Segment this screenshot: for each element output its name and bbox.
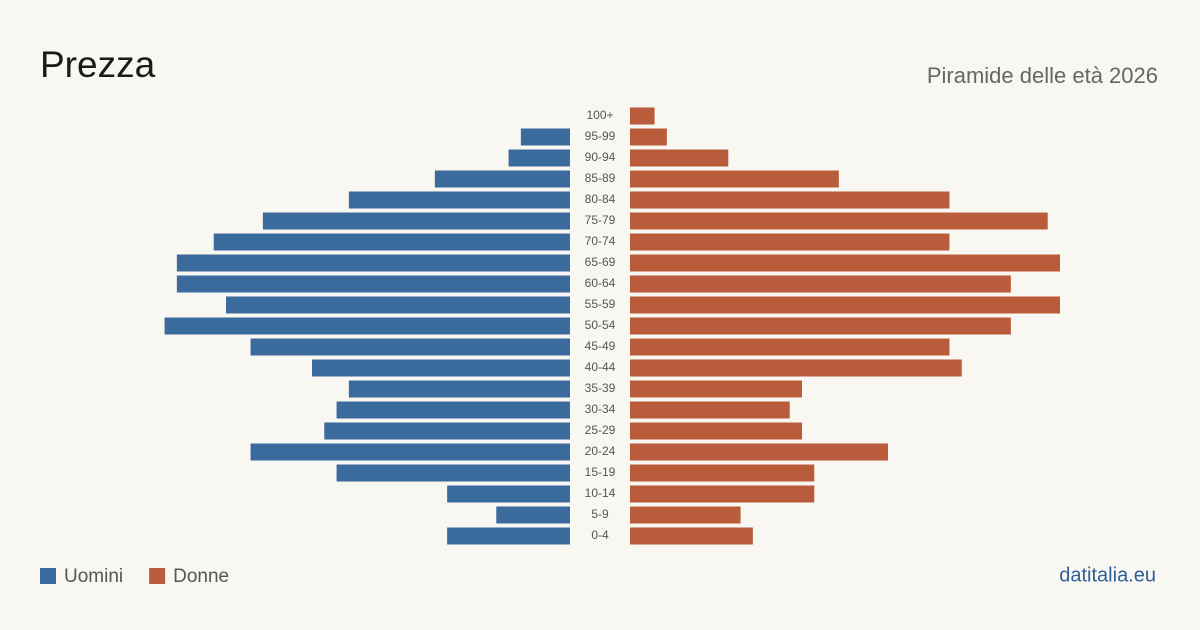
bar <box>630 170 839 188</box>
bar <box>447 527 570 545</box>
bar <box>630 254 1060 272</box>
bar <box>630 296 1060 314</box>
bar <box>630 317 1011 335</box>
bar <box>630 212 1048 230</box>
age-label: 55-59 <box>585 297 616 311</box>
age-label: 20-24 <box>585 444 616 458</box>
age-label: 95-99 <box>585 129 616 143</box>
bar <box>520 128 570 146</box>
bar <box>324 422 570 440</box>
age-label: 90-94 <box>585 150 616 164</box>
bar <box>630 422 802 440</box>
bar <box>164 317 571 335</box>
age-label: 40-44 <box>585 360 616 374</box>
bar <box>176 254 570 272</box>
bar <box>348 380 570 398</box>
bar <box>630 275 1011 293</box>
chart-title: Prezza <box>40 44 156 85</box>
bar <box>630 506 741 524</box>
age-label: 5-9 <box>591 507 609 521</box>
bar <box>496 506 570 524</box>
bar <box>630 338 950 356</box>
bar <box>447 485 570 503</box>
source[interactable]: datitalia.eu <box>1059 564 1156 586</box>
bar <box>176 275 570 293</box>
age-label: 75-79 <box>585 213 616 227</box>
bar <box>630 191 950 209</box>
legend-label: Uomini <box>64 566 123 587</box>
bar <box>630 401 790 419</box>
bar <box>630 443 888 461</box>
bar <box>630 485 815 503</box>
bar <box>336 401 570 419</box>
bar <box>434 170 570 188</box>
legend-label: Donne <box>173 566 229 587</box>
bar <box>630 527 753 545</box>
bar <box>630 107 655 125</box>
bar <box>630 359 962 377</box>
bar <box>226 296 570 314</box>
bar <box>630 464 815 482</box>
age-label: 35-39 <box>585 381 616 395</box>
age-label: 100+ <box>586 108 613 122</box>
age-label: 0-4 <box>591 528 609 542</box>
age-label: 10-14 <box>585 486 616 500</box>
bar <box>262 212 570 230</box>
age-label: 70-74 <box>585 234 616 248</box>
age-label: 45-49 <box>585 339 616 353</box>
bar <box>630 128 667 146</box>
bar <box>348 191 570 209</box>
age-label: 30-34 <box>585 402 616 416</box>
age-label: 25-29 <box>585 423 616 437</box>
bar <box>312 359 570 377</box>
age-label: 65-69 <box>585 255 616 269</box>
age-label: 80-84 <box>585 192 616 206</box>
bar <box>508 149 570 167</box>
chart-subtitle: Piramide delle età 2026 <box>927 63 1158 88</box>
bar <box>630 233 950 251</box>
bar <box>630 380 802 398</box>
bar <box>630 149 729 167</box>
bar <box>336 464 570 482</box>
bar <box>213 233 570 251</box>
age-label: 50-54 <box>585 318 616 332</box>
bar <box>250 443 571 461</box>
age-label: 60-64 <box>585 276 616 290</box>
bar <box>250 338 571 356</box>
age-label: 15-19 <box>585 465 616 479</box>
legend-swatch <box>149 568 166 584</box>
age-label: 85-89 <box>585 171 616 185</box>
legend-swatch <box>40 568 56 584</box>
